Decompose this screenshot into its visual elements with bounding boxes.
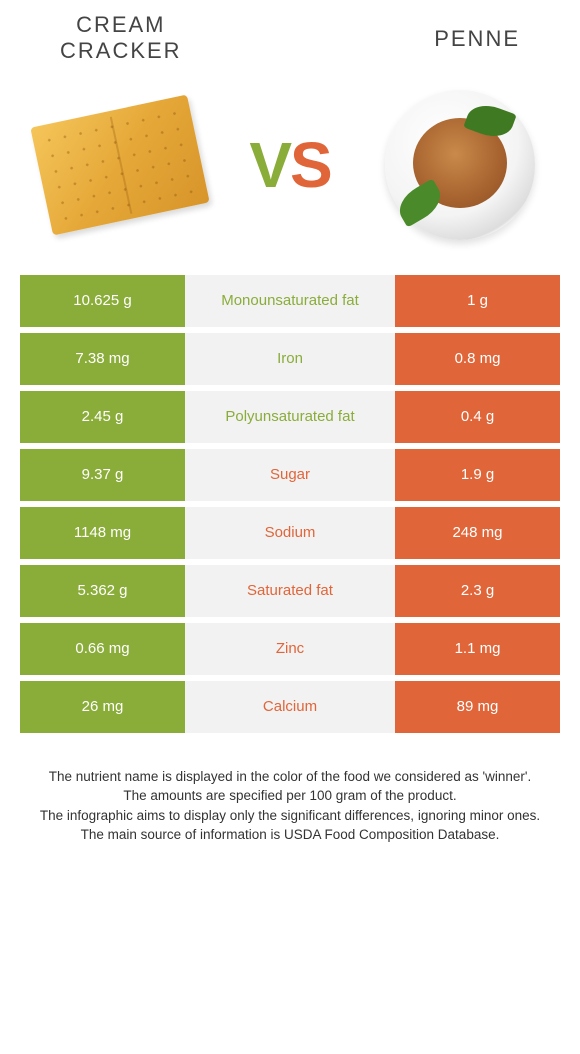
value-left: 26 mg [20,681,185,733]
penne-plate-icon [385,90,535,240]
value-right: 1.1 mg [395,623,560,675]
table-row: 10.625 gMonounsaturated fat1 g [20,275,560,327]
footer-line: The main source of information is USDA F… [20,825,560,845]
value-right: 89 mg [395,681,560,733]
nutrient-name: Sodium [185,507,395,559]
comparison-table: 10.625 gMonounsaturated fat1 g 7.38 mgIro… [0,275,580,733]
table-row: 1148 mgSodium248 mg [20,507,560,559]
value-right: 0.4 g [395,391,560,443]
table-row: 0.66 mgZinc1.1 mg [20,623,560,675]
nutrient-name: Sugar [185,449,395,501]
value-left: 9.37 g [20,449,185,501]
title-left: CREAM CRACKER [60,12,182,65]
nutrient-name: Iron [185,333,395,385]
nutrient-name: Zinc [185,623,395,675]
header: CREAM CRACKER PENNE [0,0,580,65]
value-right: 1.9 g [395,449,560,501]
footer-line: The nutrient name is displayed in the co… [20,767,560,787]
value-left: 5.362 g [20,565,185,617]
value-right: 2.3 g [395,565,560,617]
table-row: 5.362 gSaturated fat2.3 g [20,565,560,617]
footer-notes: The nutrient name is displayed in the co… [0,739,580,845]
value-left: 2.45 g [20,391,185,443]
table-row: 7.38 mgIron0.8 mg [20,333,560,385]
vs-v: V [249,129,290,201]
cracker-icon [30,94,209,235]
title-right: PENNE [434,12,520,65]
footer-line: The infographic aims to display only the… [20,806,560,826]
table-row: 9.37 gSugar1.9 g [20,449,560,501]
vs-row: VS [0,65,580,275]
value-left: 7.38 mg [20,333,185,385]
nutrient-name: Polyunsaturated fat [185,391,395,443]
table-row: 2.45 gPolyunsaturated fat0.4 g [20,391,560,443]
penne-image [370,85,550,245]
vs-label: VS [249,128,330,202]
value-right: 0.8 mg [395,333,560,385]
vs-s: S [290,129,331,201]
table-row: 26 mgCalcium89 mg [20,681,560,733]
value-right: 248 mg [395,507,560,559]
nutrient-name: Monounsaturated fat [185,275,395,327]
cream-cracker-image [30,85,210,245]
value-left: 0.66 mg [20,623,185,675]
nutrient-name: Calcium [185,681,395,733]
nutrient-name: Saturated fat [185,565,395,617]
value-right: 1 g [395,275,560,327]
value-left: 1148 mg [20,507,185,559]
footer-line: The amounts are specified per 100 gram o… [20,786,560,806]
value-left: 10.625 g [20,275,185,327]
